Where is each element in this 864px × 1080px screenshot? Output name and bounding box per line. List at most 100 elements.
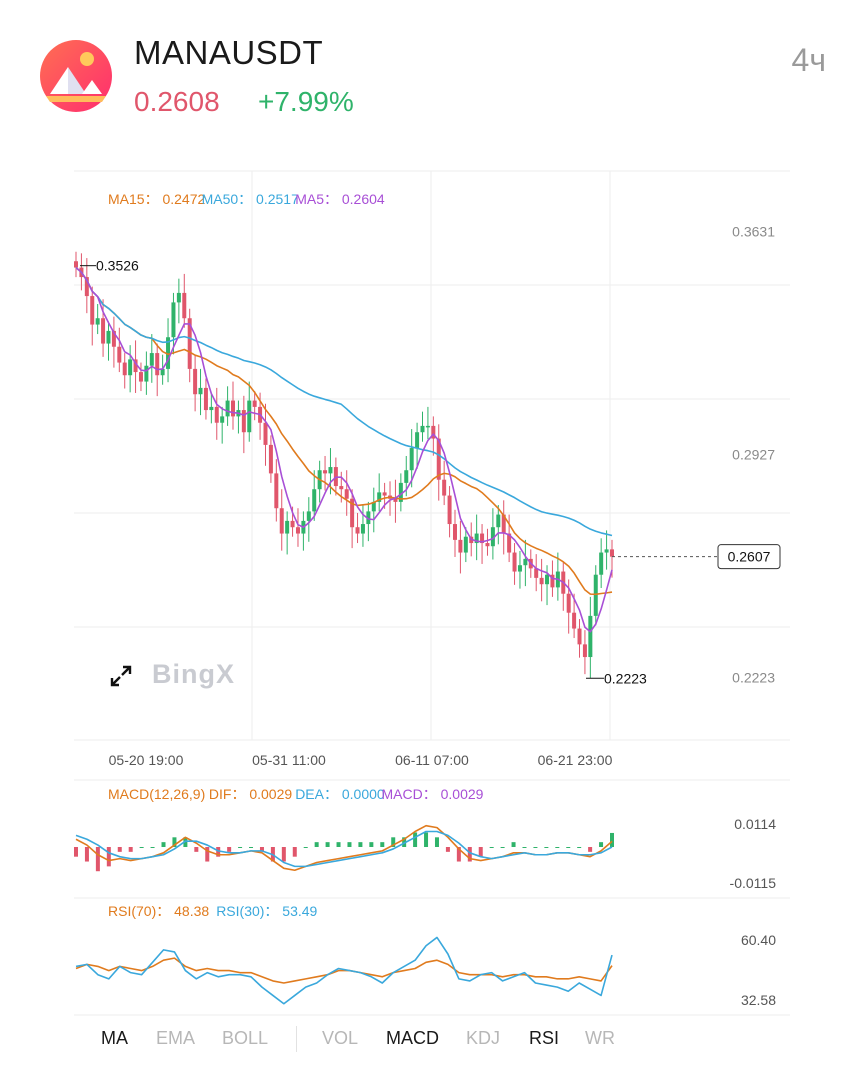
macd-histogram-bar <box>555 847 560 848</box>
candle-body <box>263 422 268 445</box>
candle-body <box>415 432 420 449</box>
candle-body <box>285 520 290 534</box>
macd-histogram-bar <box>434 837 439 847</box>
macd-histogram-bar <box>106 847 111 867</box>
macd-histogram-bar <box>205 847 210 862</box>
candle-body <box>90 296 95 325</box>
candle-body <box>360 524 365 534</box>
macd-histogram-bar <box>84 847 89 862</box>
candle-body <box>577 628 582 645</box>
tab-vol[interactable]: VOL <box>322 1028 359 1048</box>
ma-legend-item: MA5： 0.2604 <box>295 191 385 207</box>
rsi70-line <box>75 957 613 984</box>
candle-body <box>447 495 452 525</box>
candle-body <box>355 527 360 534</box>
tab-rsi[interactable]: RSI <box>529 1028 560 1048</box>
candle-body <box>431 425 436 439</box>
macd-histogram-bar <box>511 842 516 847</box>
rsi30-line <box>75 936 613 1005</box>
candle-body <box>442 479 447 496</box>
tab-ema[interactable]: EMA <box>156 1028 196 1048</box>
macd-histogram-bar <box>303 847 308 848</box>
candle-body <box>295 527 300 534</box>
candle-body <box>312 489 317 512</box>
macd-histogram-bar <box>533 847 538 848</box>
macd-histogram-bar <box>227 847 232 852</box>
candle-body <box>452 524 457 540</box>
tab-kdj[interactable]: KDJ <box>466 1028 501 1048</box>
candle-body <box>344 489 349 499</box>
candle-body <box>485 543 490 547</box>
candle-body <box>328 467 333 474</box>
macd-histogram-bar <box>117 847 122 852</box>
last-price-tag: 0.2607 <box>728 549 771 565</box>
macd-histogram-bar <box>369 842 374 847</box>
price-change-percent: +7.99% <box>258 86 354 117</box>
candle-body <box>496 514 501 528</box>
macd-histogram-bar <box>249 847 254 848</box>
candle-body <box>268 444 273 474</box>
x-tick-label: 06-21 23:00 <box>538 752 613 768</box>
candle-body <box>517 565 522 572</box>
price-axis-label: 0.3631 <box>732 223 775 239</box>
candle-body <box>480 533 485 544</box>
watermark-text: BingX <box>152 659 235 689</box>
candle-body <box>166 337 171 369</box>
macd-histogram-bar <box>128 847 133 852</box>
tab-boll[interactable]: BOLL <box>222 1028 269 1048</box>
indicator-tabs: MA EMA BOLL VOL MACD KDJ RSI WR <box>74 1022 790 1056</box>
tab-macd[interactable]: MACD <box>386 1028 439 1048</box>
candle-body <box>122 362 127 376</box>
candle-body <box>490 527 495 547</box>
candle-body <box>512 552 517 572</box>
ma5-line <box>75 266 613 633</box>
macd-histogram-bar <box>172 837 177 847</box>
macd-histogram-bar <box>500 847 505 848</box>
macd-dea-line <box>75 830 613 868</box>
candle-body <box>133 359 138 373</box>
macd-histogram-bar <box>413 832 418 847</box>
tab-wr[interactable]: WR <box>585 1028 615 1048</box>
macd-histogram-bar <box>95 847 100 872</box>
x-tick-label: 05-31 11:00 <box>252 752 326 768</box>
high-annotation: 0.3526 <box>96 258 139 274</box>
candle-body <box>84 277 89 297</box>
candle-body <box>95 318 100 325</box>
macd-histogram-bar <box>358 842 363 847</box>
bingx-watermark: BingX <box>108 658 248 692</box>
ma-legend-item: MA15： 0.2472 <box>108 191 205 207</box>
rsi-legend-item: RSI(70)： 48.38 <box>108 903 209 919</box>
decentraland-logo <box>40 40 112 112</box>
candle-body <box>501 514 506 534</box>
candle-body <box>393 498 398 502</box>
macd-histogram-bar <box>467 847 472 862</box>
macd-legend-item: DIF： 0.0029 <box>209 786 292 802</box>
candle-body <box>420 425 425 433</box>
x-tick-label: 06-11 07:00 <box>395 752 469 768</box>
rsi-axis-label: 60.40 <box>741 932 776 948</box>
candle-body <box>193 368 198 395</box>
macd-histogram-bar <box>150 847 155 848</box>
candle-body <box>409 448 414 471</box>
macd-histogram-bar <box>522 847 527 848</box>
candle-body <box>231 400 236 417</box>
macd-histogram-bar <box>577 847 582 848</box>
timeframe-selector[interactable]: 4ч <box>791 42 826 78</box>
rsi-axis-label: 32.58 <box>741 992 776 1008</box>
candle-body <box>279 508 284 534</box>
macd-histogram-bar <box>216 847 221 857</box>
candle-body <box>382 492 387 496</box>
macd-histogram-bar <box>566 847 571 848</box>
candle-body <box>290 520 295 528</box>
macd-histogram-bar <box>544 847 549 848</box>
candle-body <box>582 644 587 658</box>
expand-arrows-icon[interactable] <box>108 663 134 689</box>
macd-histogram-bar <box>238 847 243 848</box>
ma-legend-item: MA50： 0.2517 <box>202 191 299 207</box>
candle-body <box>463 536 468 553</box>
candle-body <box>138 372 143 382</box>
low-annotation: 0.2223 <box>604 670 647 686</box>
candle-body <box>404 470 409 483</box>
tab-ma[interactable]: MA <box>101 1028 128 1048</box>
